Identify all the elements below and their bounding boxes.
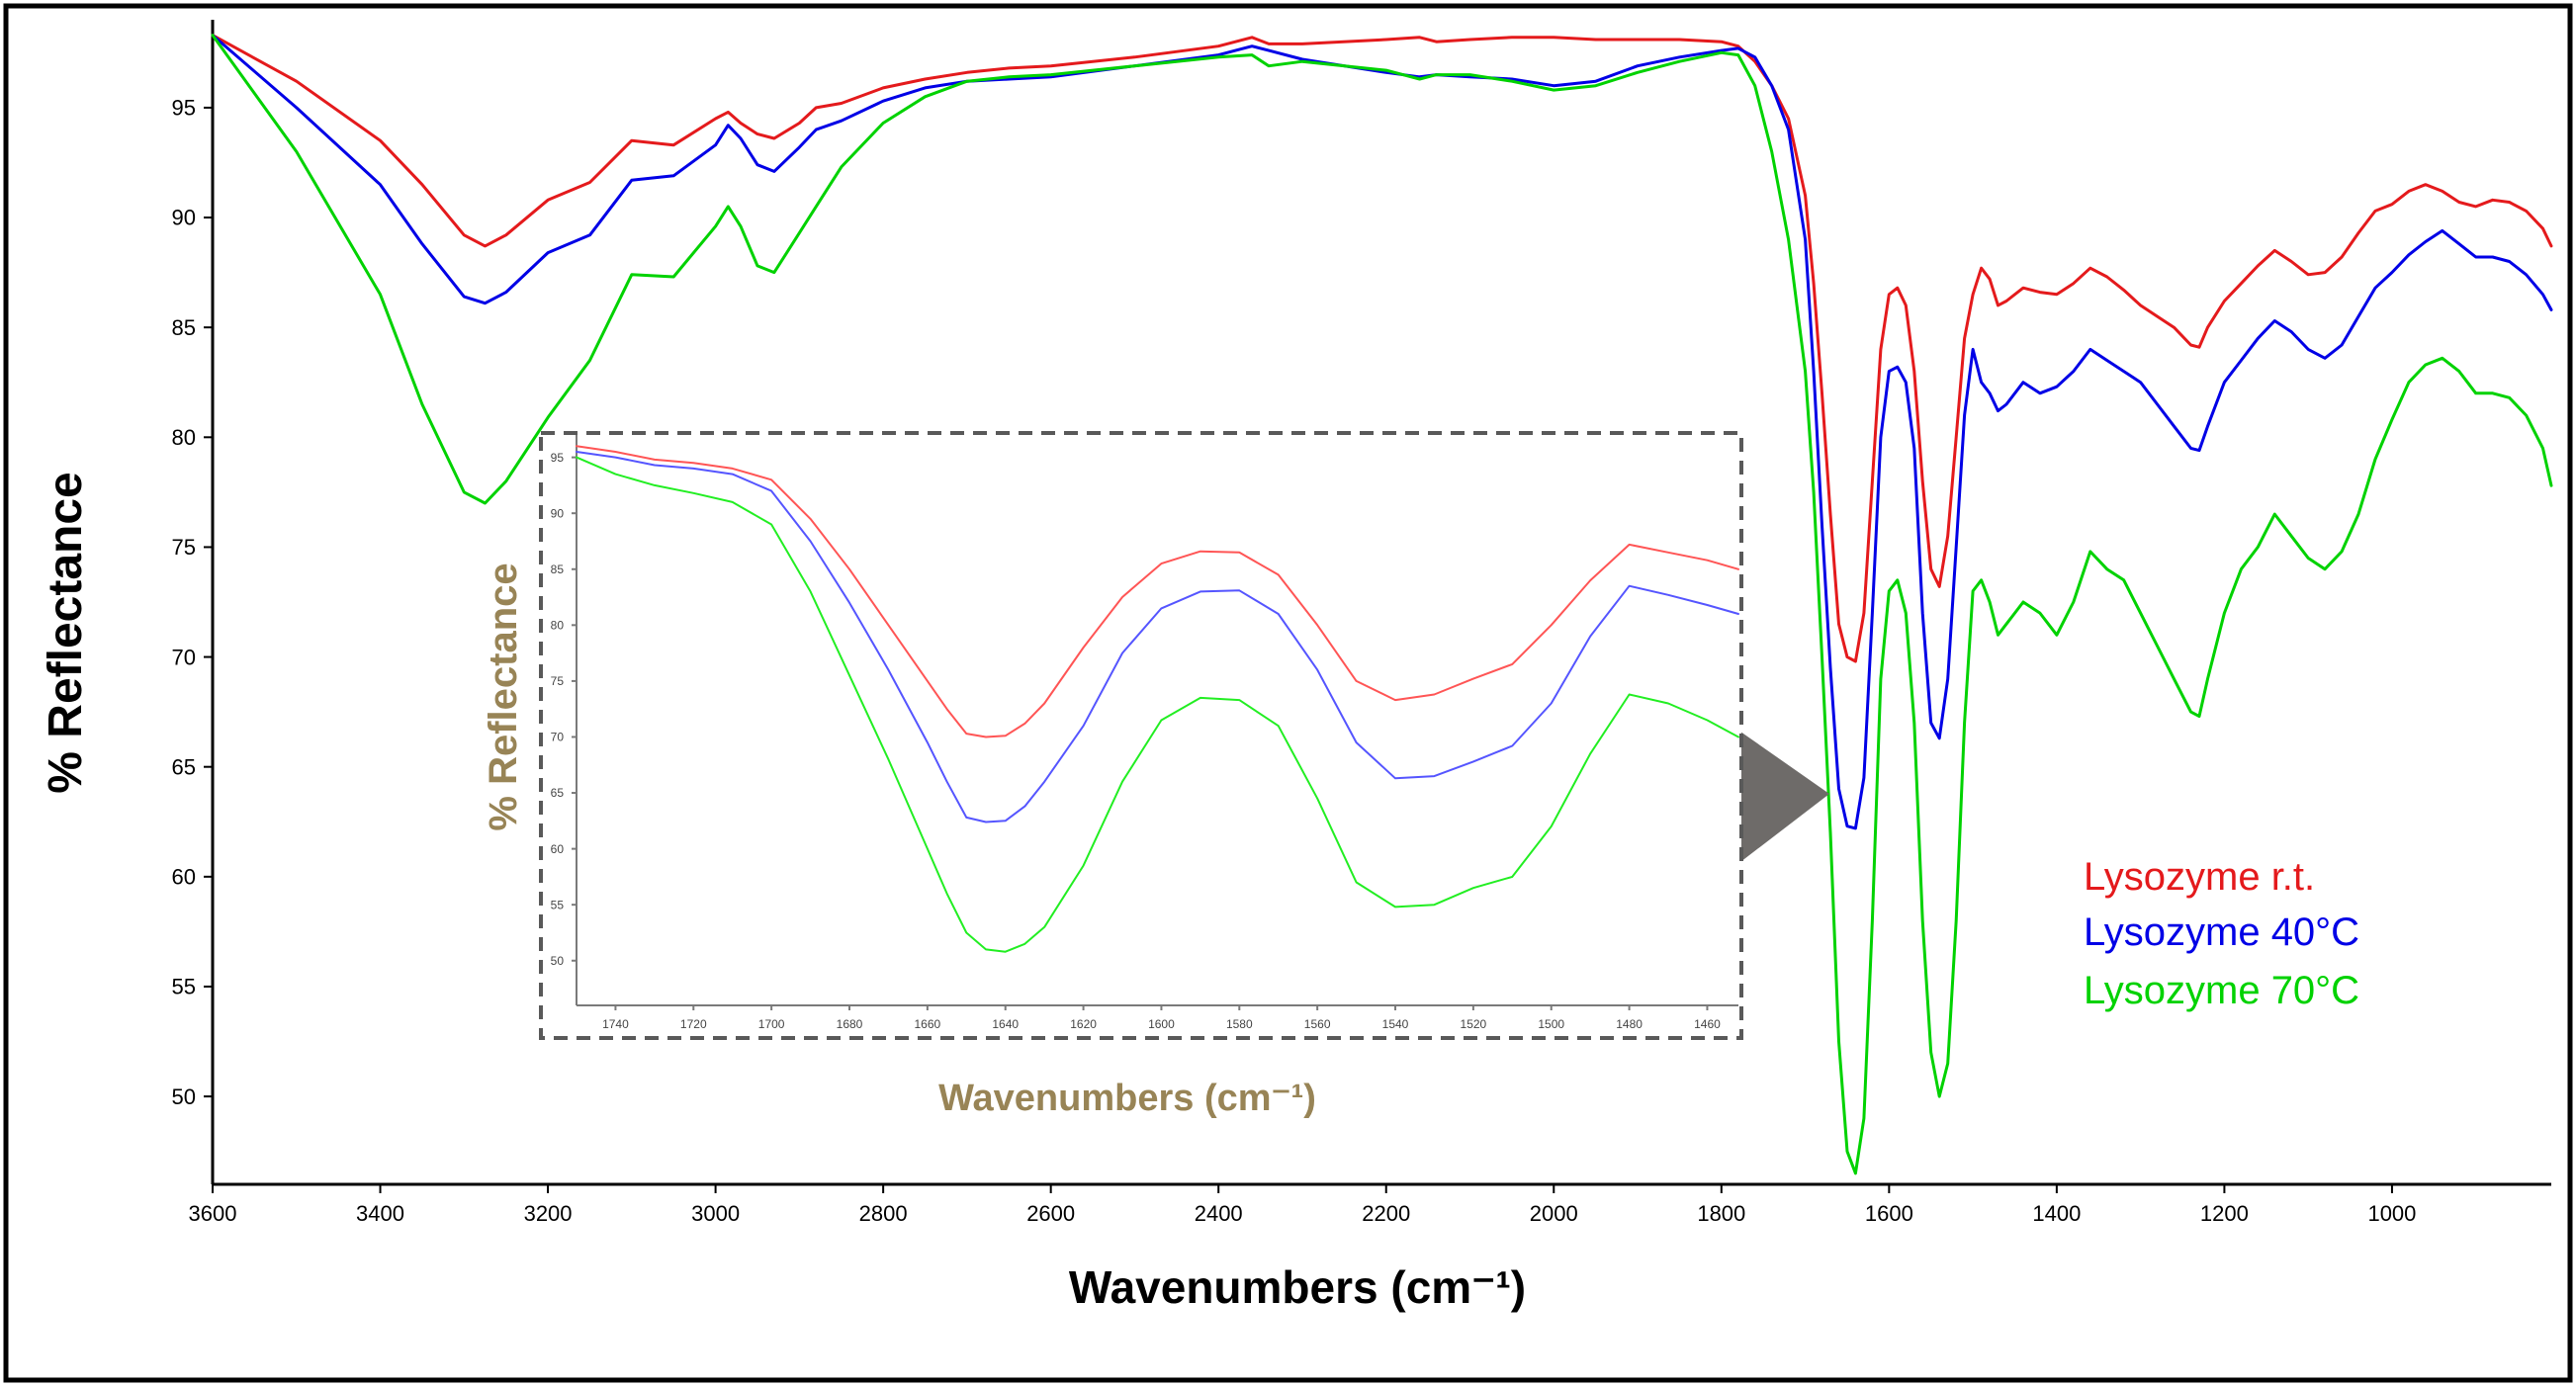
main-x-tick-label: 1800 — [1697, 1201, 1745, 1226]
inset-x-tick-label: 1520 — [1461, 1017, 1487, 1031]
inset-series-line-2 — [576, 451, 1739, 823]
inset-x-tick-label: 1600 — [1148, 1017, 1175, 1031]
inset-x-axis-title: Wavenumbers (cm⁻¹) — [938, 1078, 1316, 1119]
main-x-tick-label: 2000 — [1530, 1201, 1578, 1226]
main-series-line-2 — [211, 34, 2553, 830]
inset-x-tick-label: 1560 — [1304, 1017, 1331, 1031]
main-y-tick-label: 80 — [172, 425, 196, 450]
zoom-arrow-icon — [1740, 732, 1829, 862]
main-y-tick-label: 55 — [172, 975, 196, 999]
legend: Lysozyme r.t. Lysozyme 40°C Lysozyme 70°… — [2084, 855, 2359, 1012]
main-x-tick-label: 3200 — [524, 1201, 573, 1226]
main-y-tick-label: 70 — [172, 645, 196, 669]
main-x-axis-title: Wavenumbers (cm⁻¹) — [1069, 1261, 1526, 1313]
main-x-tick-label: 1000 — [2367, 1201, 2416, 1226]
main-x-tick-label: 3600 — [189, 1201, 237, 1226]
inset-x-tick-label: 1580 — [1226, 1017, 1253, 1031]
inset-x-tick-label: 1620 — [1070, 1017, 1097, 1031]
inset-y-tick-label: 50 — [551, 954, 565, 968]
main-x-tick-label: 1600 — [1865, 1201, 1913, 1226]
main-y-tick-label: 65 — [172, 754, 196, 779]
inset-x-tick-label: 1740 — [602, 1017, 629, 1031]
main-y-tick-label: 60 — [172, 865, 196, 890]
main-series-line-1 — [211, 34, 2553, 663]
legend-item-lysozyme-40c: Lysozyme 40°C — [2084, 910, 2359, 954]
main-x-tick-label: 3000 — [691, 1201, 740, 1226]
inset-x-tick-label: 1720 — [680, 1017, 707, 1031]
main-x-tick-label: 2800 — [859, 1201, 908, 1226]
inset-y-tick-label: 65 — [551, 786, 565, 800]
legend-item-lysozyme-70c: Lysozyme 70°C — [2084, 969, 2359, 1012]
main-x-tick-label: 1400 — [2032, 1201, 2081, 1226]
inset-x-tick-label: 1480 — [1616, 1017, 1643, 1031]
main-y-tick-label: 85 — [172, 315, 196, 340]
inset-y-tick-label: 85 — [551, 563, 565, 576]
inset-series-line-1 — [576, 445, 1739, 738]
legend-item-lysozyme-rt: Lysozyme r.t. — [2084, 855, 2315, 899]
main-series-lines — [211, 34, 2553, 1175]
main-x-tick-label: 2200 — [1362, 1201, 1410, 1226]
inset-x-tick-label: 1660 — [915, 1017, 941, 1031]
main-y-tick-label: 50 — [172, 1084, 196, 1109]
inset-chart: 50 55 60 65 70 75 80 85 90 95 1740 1720 1700 1680 1660… — [482, 431, 1743, 1119]
main-series-line-3 — [211, 34, 2553, 1175]
inset-y-tick-label: 90 — [551, 506, 565, 520]
main-y-tick-label: 75 — [172, 535, 196, 560]
inset-series-line-3 — [576, 456, 1739, 953]
inset-axes: 50 55 60 65 70 75 80 85 90 95 1740 1720 1700 1680 1660… — [551, 435, 1738, 1031]
main-x-tick-label: 2600 — [1026, 1201, 1075, 1226]
main-axes: 50 55 60 65 70 75 80 85 90 95 3600 3400 3200 3000 2800… — [172, 20, 2551, 1226]
main-y-tick-label: 90 — [172, 206, 196, 230]
inset-x-tick-label: 1460 — [1694, 1017, 1721, 1031]
inset-y-axis-title: % Reflectance — [482, 563, 525, 830]
main-chart: 50 55 60 65 70 75 80 85 90 95 3600 3400 3200 3000 2800… — [40, 20, 2553, 1313]
inset-frame — [539, 431, 1743, 1040]
main-x-tick-label: 1200 — [2200, 1201, 2249, 1226]
inset-y-tick-label: 80 — [551, 619, 565, 633]
inset-x-tick-label: 1680 — [837, 1017, 863, 1031]
inset-x-tick-label: 1700 — [758, 1017, 785, 1031]
inset-x-tick-label: 1640 — [992, 1017, 1019, 1031]
inset-y-tick-label: 95 — [551, 451, 565, 465]
inset-y-tick-label: 75 — [551, 674, 565, 688]
inset-y-tick-label: 60 — [551, 842, 565, 856]
inset-series-lines — [576, 445, 1739, 953]
inset-x-tick-label: 1540 — [1382, 1017, 1409, 1031]
inset-y-tick-label: 70 — [551, 731, 565, 744]
main-y-tick-label: 95 — [172, 96, 196, 121]
inset-y-tick-label: 55 — [551, 898, 565, 911]
main-x-tick-label: 3400 — [356, 1201, 404, 1226]
main-x-tick-label: 2400 — [1195, 1201, 1243, 1226]
inset-x-tick-label: 1500 — [1538, 1017, 1564, 1031]
main-y-axis-title: % Reflectance — [40, 472, 92, 793]
